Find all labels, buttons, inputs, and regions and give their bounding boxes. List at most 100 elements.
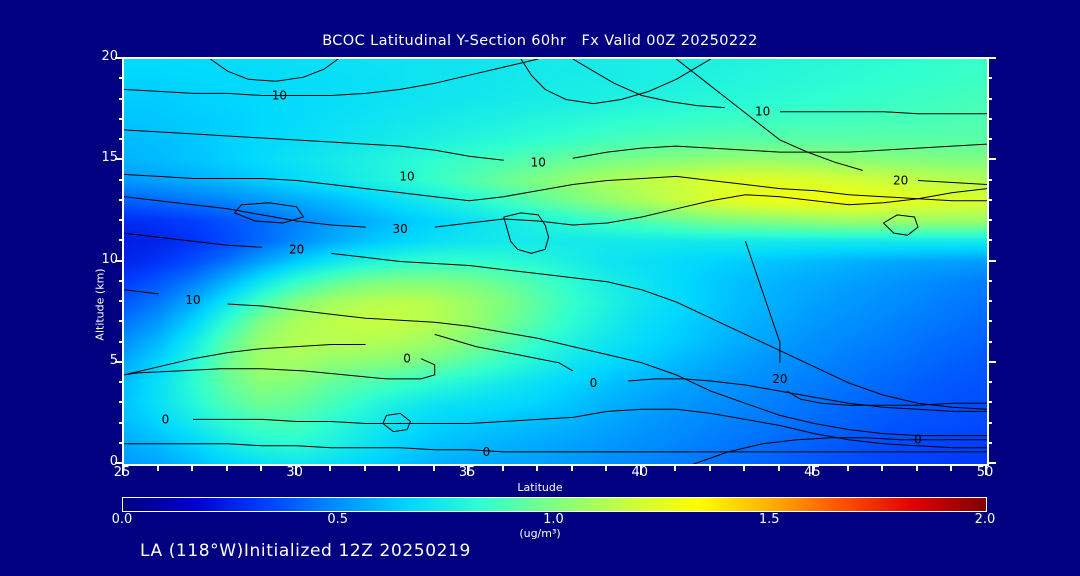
contour-line: [693, 437, 987, 464]
contour-line: [124, 173, 987, 202]
contour-line: [124, 443, 987, 453]
x-axis-tick-mark: [122, 466, 124, 475]
colorbar-tick-label: 0.5: [327, 512, 349, 527]
contour-line: [883, 214, 919, 236]
contour-label: 0: [914, 433, 922, 447]
y-axis-tick-mark: [987, 381, 992, 383]
y-axis-tick-mark: [119, 97, 124, 100]
x-axis-tick-mark: [294, 466, 297, 475]
contour-line: [434, 333, 987, 412]
x-axis-tick-mark: [639, 466, 642, 475]
contour-line: [124, 344, 436, 380]
x-axis-tick-label: 30: [275, 465, 315, 480]
y-axis-tick-mark: [119, 219, 124, 221]
y-axis-tick-mark: [119, 340, 124, 343]
contour-line: [124, 232, 987, 410]
y-axis-tick-mark: [987, 178, 992, 181]
colorbar: [122, 497, 987, 512]
contour-line: [193, 408, 987, 449]
cross-section-plot: 30 20 10 0 10 10 20 20 0 0 0 10 10 0: [122, 57, 989, 466]
y-axis-tick-mark: [119, 421, 124, 424]
contour-label: 0: [162, 412, 170, 426]
y-axis-tick-mark: [119, 381, 124, 383]
y-axis-tick-mark: [987, 259, 996, 262]
contour-line: [124, 59, 539, 96]
y-axis-tick-mark: [987, 401, 992, 404]
y-axis-tick-mark: [119, 320, 124, 323]
x-axis-tick-mark: [432, 466, 435, 471]
contour-line: [124, 188, 987, 228]
x-axis-tick-mark: [985, 466, 987, 475]
x-axis-tick-mark: [398, 466, 401, 471]
x-axis-tick-mark: [605, 466, 608, 471]
y-axis: Altitude (km) 0 5 10 15 20: [74, 49, 119, 470]
y-axis-tick-mark: [987, 158, 996, 161]
contour-label: 20: [893, 174, 908, 188]
y-axis-tick-mark: [115, 57, 124, 59]
contour-label: 10: [755, 105, 770, 119]
y-axis-tick-mark: [987, 421, 992, 424]
y-axis-tick-mark: [987, 340, 992, 343]
y-axis-tick-mark: [987, 219, 992, 221]
x-axis-tick-mark: [570, 466, 573, 471]
y-axis-tick-mark: [119, 77, 124, 80]
concentration-field: [124, 59, 987, 464]
y-axis-tick-mark: [987, 300, 992, 302]
contour-line: [124, 289, 987, 437]
colorbar-tick-label: 2.0: [974, 512, 996, 527]
contour-line: [572, 59, 987, 115]
contour-label: 0: [483, 445, 491, 459]
x-axis-tick-mark: [156, 466, 159, 471]
y-axis-tick-mark: [119, 117, 124, 120]
y-axis-tick-label: 0: [109, 454, 118, 469]
x-axis-tick-mark: [329, 466, 332, 471]
contour-label: 0: [590, 376, 598, 390]
colorbar-units-label: (ug/m³): [519, 527, 561, 540]
x-axis-tick-label: 40: [620, 465, 660, 480]
x-axis-tick-label: 50: [965, 465, 1005, 480]
y-axis-tick-mark: [119, 441, 124, 444]
contour-label: 10: [399, 169, 414, 183]
contour-line: [210, 59, 339, 82]
y-axis-tick-mark: [115, 462, 124, 464]
y-axis-tick-mark: [115, 259, 124, 262]
y-axis-tick-mark: [119, 401, 124, 404]
x-axis-tick-mark: [812, 466, 815, 475]
contour-label: 10: [185, 293, 200, 307]
y-axis-tick-mark: [119, 198, 124, 201]
y-axis-tick-mark: [987, 360, 996, 363]
colorbar-tick-label: 1.5: [758, 512, 780, 527]
contour-line: [503, 212, 550, 254]
x-axis-tick-mark: [743, 466, 746, 471]
y-axis-tick-mark: [987, 138, 992, 140]
contour-line: [124, 129, 987, 161]
x-axis-tick-mark: [467, 466, 470, 475]
x-axis-tick-mark: [501, 466, 504, 471]
x-axis-tick-mark: [777, 466, 780, 471]
colorbar-tick-label: 0.0: [111, 512, 133, 527]
y-axis-tick-mark: [987, 97, 992, 100]
y-axis-tick-label: 15: [101, 150, 118, 166]
x-axis-tick-mark: [260, 466, 263, 471]
x-axis-tick-label: 45: [792, 465, 832, 480]
contour-label: 10: [531, 155, 546, 169]
contour-label: 20: [772, 372, 787, 386]
x-axis-tick-label: 25: [102, 465, 142, 480]
y-axis-tick-mark: [987, 77, 992, 80]
y-axis-tick-mark: [119, 138, 124, 140]
y-axis-tick-mark: [115, 158, 124, 161]
contour-label: 0: [403, 352, 411, 366]
contour-label: 30: [393, 222, 408, 236]
page-title: BCOC Latitudinal Y-Section 60hr Fx Valid…: [322, 33, 758, 49]
x-axis-tick-mark: [674, 466, 677, 471]
y-axis-tick-mark: [987, 117, 992, 120]
contour-label: 10: [272, 88, 287, 102]
y-axis-tick-mark: [119, 239, 124, 242]
y-axis-tick-mark: [119, 279, 124, 282]
y-axis-tick-mark: [987, 198, 992, 201]
contour-line: [675, 59, 987, 185]
y-axis-tick-label: 20: [101, 49, 118, 64]
y-axis-tick-mark: [987, 320, 992, 323]
y-axis-tick-mark: [115, 360, 124, 363]
